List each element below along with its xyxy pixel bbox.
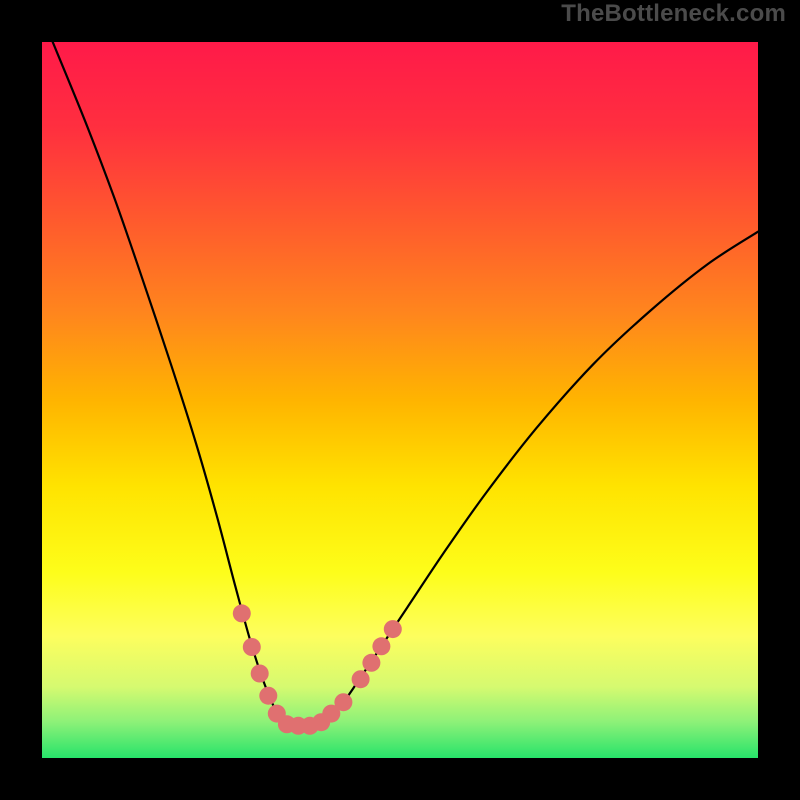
marker-dot — [251, 665, 269, 683]
marker-dot — [384, 620, 402, 638]
marker-dot — [362, 654, 380, 672]
marker-dot — [372, 637, 390, 655]
marker-dot — [259, 687, 277, 705]
chart-stage: TheBottleneck.com — [0, 0, 800, 800]
marker-dot — [233, 604, 251, 622]
marker-dot — [352, 670, 370, 688]
marker-dot — [243, 638, 261, 656]
watermark-text: TheBottleneck.com — [561, 0, 786, 28]
marker-dot — [334, 693, 352, 711]
trough-markers — [0, 0, 800, 800]
